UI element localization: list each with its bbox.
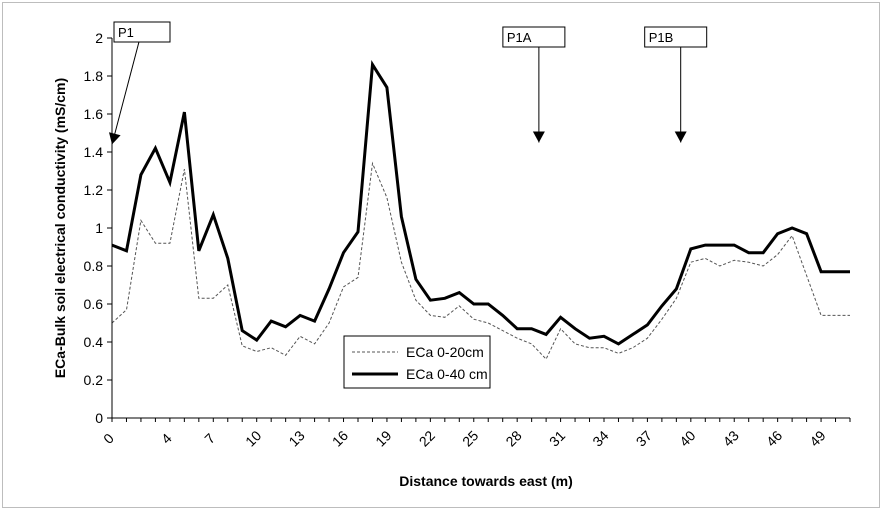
annotation-box-p1 [113, 21, 171, 43]
series-line-eca-0-20cm [111, 161, 850, 360]
y-tick-label: 1.2 [84, 182, 104, 198]
x-tick-label: 49 [806, 427, 828, 449]
annotations: P1 P1A P1B [108, 21, 708, 145]
annotation-arrowhead-p1b [674, 131, 687, 143]
annotation-label-p1: P1 [118, 25, 134, 40]
annotation-box-p1a [502, 26, 566, 48]
y-tick-label: 0.6 [84, 296, 104, 312]
legend-label-0-20cm: ECa 0-20cm [406, 344, 484, 360]
x-tick-label: 7 [201, 430, 218, 447]
y-tick-label: 0 [95, 410, 103, 426]
y-tick-label: 0.8 [84, 258, 104, 274]
x-tick-label: 37 [633, 427, 655, 449]
x-tick-label: 25 [459, 427, 481, 449]
y-tick-label: 0.4 [84, 334, 104, 350]
y-tick-label: 1.4 [84, 144, 104, 160]
y-tick-label: 1 [95, 220, 103, 236]
annotation-arrowhead-p1a [532, 131, 545, 143]
x-tick-label: 28 [502, 427, 524, 449]
legend: ECa 0-20cm ECa 0-40 cm [343, 335, 491, 389]
series-line-eca-0-40cm [111, 60, 850, 346]
y-tick-label: 1.6 [84, 106, 104, 122]
x-tick-label: 0 [100, 430, 117, 447]
annotation-box-p1b [644, 26, 708, 48]
annotation-label-p1b: P1B [649, 30, 674, 45]
x-tick-label: 31 [546, 427, 568, 449]
y-tick-label: 1.8 [84, 68, 104, 84]
x-tick-label: 34 [589, 427, 611, 449]
x-tick-label: 40 [676, 427, 698, 449]
x-tick-label: 10 [242, 427, 264, 449]
y-axis-title: ECa-Bulk soil electrical conductivity (m… [52, 78, 68, 378]
x-tick-label: 46 [763, 427, 785, 449]
plot-layer [111, 60, 850, 360]
x-tick-label: 43 [720, 427, 742, 449]
legend-label-0-40cm: ECa 0-40 cm [406, 366, 488, 382]
annotation-arrowhead-p1 [108, 132, 121, 145]
y-tick-label: 0.2 [84, 372, 104, 388]
legend-box [343, 335, 491, 389]
annotation-arrow-p1 [111, 41, 140, 145]
x-tick-label: 13 [285, 427, 307, 449]
x-tick-label: 4 [158, 430, 175, 447]
x-tick-label: 22 [416, 427, 438, 449]
annotation-label-p1a: P1A [507, 30, 532, 45]
y-tick-label: 2 [95, 30, 103, 46]
x-axis-title: Distance towards east (m) [399, 473, 573, 489]
x-tick-label: 19 [372, 427, 394, 449]
x-tick-label: 16 [329, 427, 351, 449]
